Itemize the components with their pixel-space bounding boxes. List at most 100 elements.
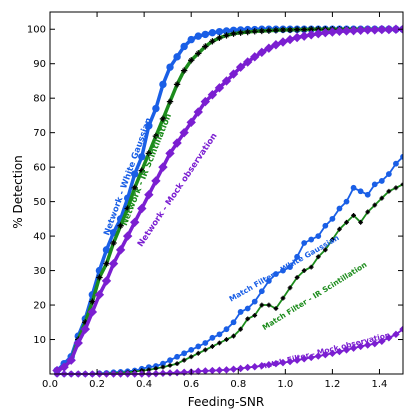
data-point-cross-arm (111, 240, 116, 246)
data-point (130, 217, 140, 228)
data-point (228, 69, 239, 79)
x-tick-label: 0.6 (183, 379, 199, 390)
y-tick-label: 70 (33, 128, 46, 139)
data-point (329, 215, 336, 222)
data-point-cross-arm (358, 220, 363, 225)
data-point (285, 34, 295, 45)
y-tick-label: 80 (33, 94, 46, 105)
data-point (223, 326, 230, 333)
data-point-cross-arm (118, 223, 123, 229)
data-point (343, 198, 350, 205)
data-point (186, 117, 196, 128)
data-point-cross-arm (252, 313, 257, 318)
data-point (300, 355, 308, 363)
data-point (195, 343, 202, 350)
data-point-cross-arm (260, 303, 264, 307)
data-point (243, 363, 252, 372)
data-point-cross-arm (104, 261, 109, 266)
data-point-cross-arm (337, 227, 342, 231)
data-point (384, 24, 394, 35)
y-tick-label: 100 (27, 25, 46, 36)
data-point (322, 222, 329, 229)
series-layer (52, 24, 403, 378)
data-point-cross-arm (188, 57, 194, 63)
data-point-cross-arm (224, 33, 229, 38)
data-point (159, 369, 167, 378)
data-point (180, 42, 188, 51)
data-point (200, 96, 211, 107)
y-tick-label: 90 (33, 59, 46, 70)
data-point (221, 76, 232, 86)
data-point-cross-arm (168, 363, 172, 368)
data-point (216, 331, 223, 338)
y-tick-label: 50 (33, 197, 46, 208)
data-point (235, 62, 246, 72)
data-point (280, 267, 286, 274)
data-point (272, 359, 280, 368)
data-point (271, 40, 281, 50)
data-point-cross-arm (210, 344, 215, 349)
data-point-cross-arm (344, 220, 349, 225)
data-point (294, 253, 301, 260)
data-point-cross-arm (203, 348, 208, 352)
data-point (229, 365, 238, 373)
data-point-cross-arm (267, 303, 271, 307)
series-match-filter-mock-observation (53, 325, 403, 378)
data-point (315, 233, 322, 239)
data-point (108, 258, 119, 269)
data-point-cross-arm (372, 203, 377, 207)
data-point-cross-arm (160, 116, 166, 122)
x-axis-label: Feeding-SNR (188, 395, 264, 409)
data-point (301, 240, 308, 246)
data-point-cross-arm (301, 27, 307, 32)
data-point (287, 264, 293, 271)
plot-background (50, 12, 403, 374)
data-point-cross-arm (231, 31, 236, 36)
data-point-cross-arm (154, 366, 158, 371)
x-tick-label: 1.2 (324, 379, 340, 390)
x-tick-label: 0.0 (42, 379, 58, 390)
data-point (400, 153, 403, 160)
data-point (378, 178, 385, 184)
data-point-cross-arm (266, 28, 272, 33)
data-point-cross-arm (175, 361, 179, 366)
y-tick-label: 40 (33, 232, 46, 243)
data-point (327, 27, 338, 37)
data-point (131, 170, 139, 178)
data-point (355, 25, 366, 35)
data-point (308, 236, 315, 243)
data-point (265, 360, 273, 369)
data-point (251, 298, 258, 305)
data-point (215, 27, 224, 36)
data-point (214, 83, 225, 93)
data-point-cross-arm (224, 337, 229, 342)
data-point (201, 30, 210, 39)
data-point-cross-arm (217, 341, 222, 345)
data-point-cross-arm (394, 186, 398, 190)
data-point-cross-arm (365, 210, 370, 214)
data-point (73, 338, 83, 348)
data-point (278, 37, 288, 47)
data-point (115, 245, 126, 255)
data-point (334, 26, 345, 37)
data-point (187, 35, 195, 44)
data-point (335, 347, 344, 356)
data-point-cross-arm (132, 185, 137, 191)
data-point (258, 288, 265, 295)
data-point (172, 138, 182, 148)
data-point (101, 276, 112, 286)
data-point (393, 160, 399, 167)
data-point (363, 341, 372, 349)
data-point (181, 350, 188, 357)
data-point (265, 278, 272, 284)
data-point (80, 324, 91, 334)
data-point (250, 52, 260, 62)
data-point (392, 330, 400, 339)
data-point (378, 337, 386, 345)
data-point (158, 162, 168, 172)
x-tick-label: 1.0 (277, 379, 293, 390)
data-point-cross-arm (308, 26, 314, 32)
data-point (251, 363, 259, 371)
data-point (173, 53, 181, 61)
data-point (237, 309, 244, 315)
